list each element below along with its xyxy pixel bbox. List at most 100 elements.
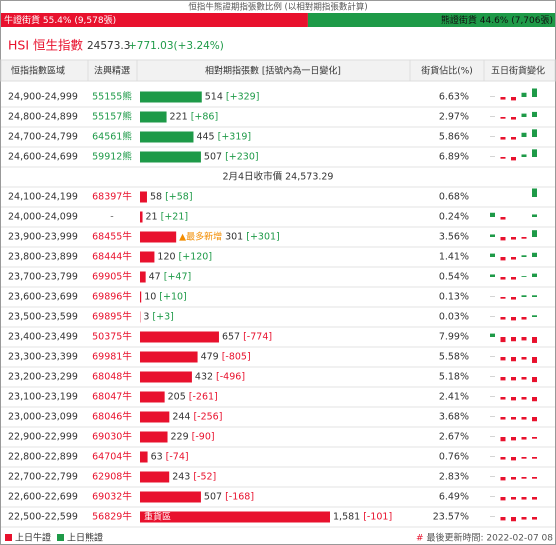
- volume-value: 10: [144, 292, 156, 303]
- pick-code[interactable]: 56829牛: [92, 511, 132, 523]
- volume-value: 445: [196, 132, 214, 143]
- volume-value: 229: [171, 432, 189, 443]
- spark-bar: [500, 357, 506, 361]
- range: 24,800-24,899: [8, 112, 78, 123]
- daily-change: [+319]: [218, 132, 252, 143]
- volume-bar: [140, 371, 192, 383]
- spark-bar: [500, 457, 506, 460]
- spark-bar: [521, 317, 527, 320]
- range: 22,700-22,799: [8, 472, 78, 483]
- pick-code[interactable]: 62908牛: [92, 471, 132, 483]
- daily-change: [+120]: [179, 252, 213, 263]
- spark-bar: [500, 497, 506, 501]
- index-name: HSI 恒生指數: [8, 38, 83, 53]
- pick-code[interactable]: 69905牛: [92, 271, 132, 283]
- pick-code[interactable]: 68046牛: [92, 411, 132, 423]
- pick-code[interactable]: 55155熊: [92, 91, 132, 103]
- daily-change: [+86]: [191, 112, 218, 123]
- spark-bar: [500, 237, 506, 241]
- range: 24,600-24,699: [8, 152, 78, 163]
- spark-bar: [532, 230, 537, 237]
- pick-code[interactable]: 68047牛: [92, 391, 132, 403]
- pick-code[interactable]: 64561熊: [92, 131, 132, 143]
- pick-code[interactable]: 68444牛: [92, 251, 132, 263]
- volume-value: 21: [146, 212, 158, 223]
- volume-value: 479: [201, 352, 219, 363]
- spark-bar: [511, 97, 516, 101]
- bull-share-bar: [1, 13, 308, 27]
- daily-change: [+21]: [161, 212, 188, 223]
- pick-code[interactable]: 55157熊: [92, 111, 132, 123]
- pick-code[interactable]: 64704牛: [92, 451, 132, 463]
- volume-value: 657: [222, 332, 240, 343]
- pick-code[interactable]: 69030牛: [92, 431, 132, 443]
- spark-bar: [511, 477, 516, 480]
- street-share: 2.67%: [439, 432, 469, 443]
- column-header: 五日街貨變化: [491, 65, 545, 77]
- spark-bar: [500, 157, 506, 159]
- pick-code[interactable]: 69895牛: [92, 311, 132, 323]
- spark-bar: [521, 295, 527, 297]
- volume-value: 205: [168, 392, 186, 403]
- spark-bar: [521, 154, 527, 157]
- pick-code[interactable]: 50375牛: [92, 331, 132, 343]
- range: 23,000-23,099: [8, 412, 78, 423]
- pick-code[interactable]: 68048牛: [92, 371, 132, 383]
- spark-bar: [532, 111, 537, 117]
- daily-change: [+230]: [225, 152, 259, 163]
- volume-bar: [140, 451, 148, 463]
- volume-bar: [140, 511, 330, 523]
- volume-bar: [140, 471, 170, 483]
- column-header: 街貨佔比(%): [421, 65, 473, 77]
- spark-bar: [521, 417, 527, 420]
- daily-change: [+301]: [246, 232, 280, 243]
- range: 23,600-23,699: [8, 292, 78, 303]
- range: 23,500-23,599: [8, 312, 78, 323]
- spark-bar: [500, 377, 506, 381]
- volume-bar: [140, 191, 147, 203]
- volume-value: 47: [149, 272, 161, 283]
- spark-bar: [500, 437, 506, 442]
- spark-bar: [532, 437, 537, 439]
- spark-bar: [532, 417, 537, 422]
- range: 22,800-22,899: [8, 452, 78, 463]
- bar-note: ▲最多新增: [179, 231, 222, 243]
- spark-bar: [532, 129, 537, 137]
- range: 24,000-24,099: [8, 212, 78, 223]
- pick-code[interactable]: 69981牛: [92, 351, 132, 363]
- pick-code[interactable]: 59912熊: [92, 151, 132, 163]
- section-caption: 2月4日收市價 24,573.29: [223, 171, 334, 183]
- pick-code[interactable]: 68397牛: [92, 191, 132, 203]
- volume-bar: [140, 151, 201, 163]
- spark-bar: [521, 92, 527, 97]
- spark-bar: [521, 337, 527, 341]
- volume-bar: [140, 271, 146, 283]
- pick-code[interactable]: 69896牛: [92, 291, 132, 303]
- pick-code[interactable]: 68455牛: [92, 231, 132, 243]
- spark-bar: [521, 517, 527, 520]
- spark-bar: [511, 297, 516, 300]
- spark-bar: [511, 337, 516, 342]
- spark-bar: [521, 397, 527, 400]
- spark-bar: [521, 457, 527, 459]
- pick-code[interactable]: 69032牛: [92, 491, 132, 503]
- spark-bar: [511, 157, 516, 161]
- update-mark: #: [416, 534, 424, 544]
- street-share: 5.58%: [439, 352, 469, 363]
- spark-bar: [500, 297, 506, 299]
- column-header: 恒指指數區域: [11, 65, 65, 77]
- spark-bar: [521, 497, 527, 500]
- pick-code: -: [110, 212, 113, 223]
- range: 23,700-23,799: [8, 272, 78, 283]
- spark-bar: [511, 277, 516, 280]
- daily-change: [+3]: [152, 312, 173, 323]
- volume-value: 3: [143, 312, 149, 323]
- spark-bar: [490, 212, 495, 217]
- spark-bar: [490, 234, 495, 237]
- update-time: 最後更新時間: 2022-02-07 08: [426, 532, 553, 544]
- spark-bar: [511, 237, 516, 240]
- bear-share-label: 熊證街貨 44.6% (7,706張): [441, 14, 553, 26]
- spark-bar: [500, 217, 506, 220]
- daily-change: [-52]: [193, 472, 216, 483]
